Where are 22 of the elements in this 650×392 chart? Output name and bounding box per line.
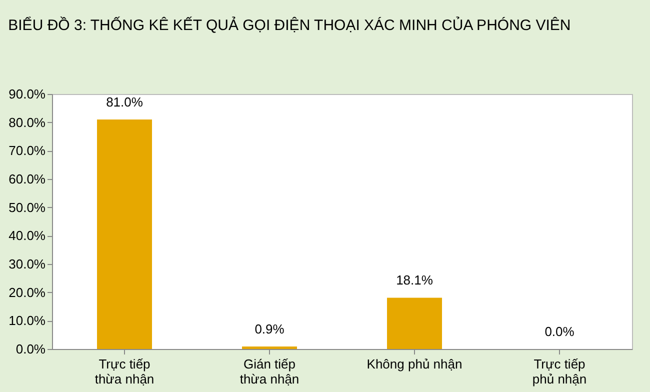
data-label: 18.1%: [396, 272, 434, 288]
y-tick-label: 50.0%: [8, 200, 46, 215]
y-tick-label: 0.0%: [16, 342, 46, 356]
y-tick-label: 30.0%: [8, 256, 46, 272]
y-tick-label: 40.0%: [8, 228, 46, 244]
x-tick-label: Trực tiếp thừa nhận: [94, 356, 154, 386]
y-tick-label: 70.0%: [8, 143, 46, 158]
chart-title: BIỂU ĐỒ 3: THỐNG KÊ KẾT QUẢ GỌI ĐIỆN THOẠI XÁC MINH CỦA PHÓNG VIÊN: [8, 16, 571, 34]
data-label: 0.9%: [254, 321, 285, 336]
x-tick-label: Không phủ nhận: [366, 356, 462, 372]
x-tick-label: Trực tiếp phủ nhận: [532, 356, 587, 386]
x-tick-label: Gián tiếp thừa nhận: [240, 356, 300, 386]
y-tick-label: 60.0%: [8, 172, 46, 186]
data-label: 0.0%: [544, 324, 575, 339]
bar: [97, 120, 152, 349]
data-label: 81.0%: [106, 94, 144, 110]
y-tick-label: 80.0%: [8, 114, 46, 130]
bar: [387, 298, 442, 349]
y-tick-label: 90.0%: [8, 86, 46, 102]
y-tick-label: 20.0%: [8, 284, 46, 300]
bar: [242, 346, 297, 349]
y-tick-label: 10.0%: [8, 313, 46, 328]
